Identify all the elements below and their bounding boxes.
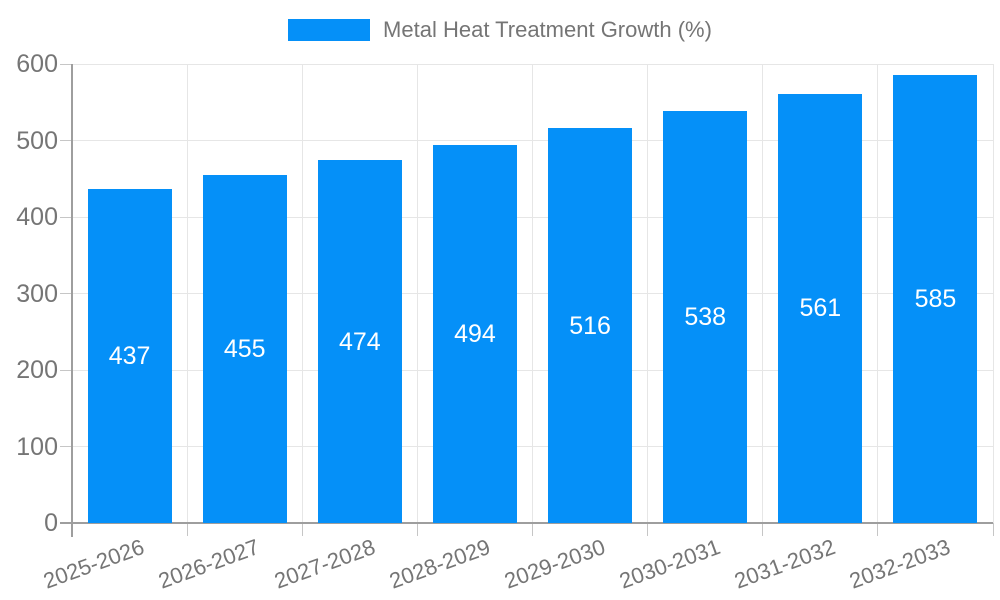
bar-value-label: 494 (454, 320, 496, 349)
x-axis-tick (186, 523, 188, 536)
x-axis-label: 2028-2029 (385, 534, 494, 594)
y-axis-tick (60, 369, 72, 371)
x-axis-label: 2026-2027 (155, 534, 263, 594)
legend-swatch-icon (288, 19, 371, 41)
y-axis-tick (60, 140, 72, 141)
v-gridline (647, 64, 649, 523)
x-axis-tick (762, 523, 764, 536)
bar[interactable] (778, 93, 863, 523)
x-axis-line (60, 522, 993, 524)
v-gridline (186, 64, 188, 523)
bar-value-label: 561 (799, 294, 842, 323)
bar[interactable] (663, 111, 748, 523)
y-axis-tick (60, 446, 72, 447)
x-axis-label: 2030-2031 (615, 534, 724, 594)
y-axis-label: 500 (16, 126, 58, 155)
x-axis-label: 2032-2033 (846, 534, 954, 594)
v-gridline (877, 64, 879, 523)
v-gridline (762, 64, 764, 523)
x-axis-tick (647, 523, 649, 536)
x-axis-tick (416, 523, 418, 536)
bar[interactable] (548, 128, 633, 523)
v-gridline (532, 64, 533, 523)
bar[interactable] (317, 160, 402, 523)
bar[interactable] (202, 174, 287, 523)
y-axis-label: 0 (44, 509, 58, 537)
v-gridline (992, 64, 994, 523)
y-axis-tick (60, 216, 72, 218)
v-gridline (301, 64, 303, 523)
y-axis-label: 600 (16, 50, 58, 78)
x-axis-tick (532, 523, 533, 536)
bar-value-label: 585 (914, 285, 957, 314)
bar-value-label: 455 (223, 334, 266, 363)
y-axis-line (71, 64, 73, 537)
x-axis-tick (877, 523, 879, 536)
y-axis-tick (60, 293, 72, 294)
chart-legend: Metal Heat Treatment Growth (%) (0, 17, 1000, 43)
y-axis-label: 400 (16, 203, 58, 231)
x-axis-tick (992, 523, 994, 536)
y-axis-tick (60, 63, 72, 65)
y-axis-label: 200 (16, 356, 58, 384)
x-axis-label: 2025-2026 (40, 534, 148, 594)
x-axis-label: 2031-2032 (731, 534, 839, 594)
bar[interactable] (893, 75, 978, 523)
bar-value-label: 437 (108, 341, 151, 370)
legend-series-label: Metal Heat Treatment Growth (%) (383, 17, 712, 42)
y-axis-label: 100 (16, 432, 58, 461)
x-axis-label: 2029-2030 (500, 534, 609, 594)
x-axis-label: 2027-2028 (270, 534, 379, 594)
bar-value-label: 538 (684, 303, 727, 332)
v-gridline (416, 64, 418, 523)
x-axis-tick (301, 523, 303, 536)
bar[interactable] (87, 188, 172, 523)
bar-value-label: 474 (338, 327, 381, 356)
bar[interactable] (432, 145, 517, 523)
bar-value-label: 516 (569, 311, 611, 340)
y-axis-label: 300 (16, 279, 58, 308)
